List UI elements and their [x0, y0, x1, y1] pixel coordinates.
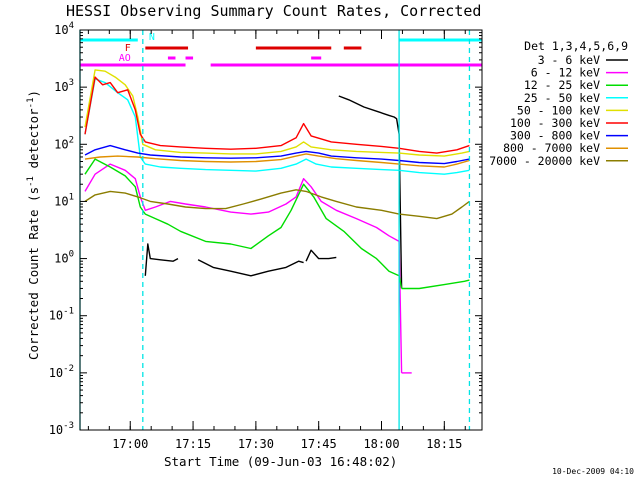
legend-label: 3 - 6 keV — [538, 53, 600, 67]
x-tick-label: 18:15 — [426, 437, 462, 451]
y-tick-label: 103 — [54, 78, 74, 94]
x-axis-label: Start Time (09-Jun-03 16:48:02) — [164, 454, 397, 469]
flag-label: AO — [119, 53, 131, 64]
series-line — [84, 189, 470, 220]
flag-bar — [145, 46, 189, 50]
y-tick-label: 104 — [54, 21, 74, 37]
x-tick-label: 17:30 — [238, 437, 274, 451]
legend-label: 100 - 300 keV — [510, 116, 600, 130]
plot-frame — [79, 29, 483, 431]
chart-title: HESSI Observing Summary Count Rates, Cor… — [66, 2, 481, 20]
series-line — [305, 249, 337, 262]
y-tick-label: 10-2 — [49, 364, 74, 380]
flag-label: F — [125, 43, 131, 54]
y-tick-label: 10-3 — [49, 421, 74, 437]
x-tick-label: 17:00 — [112, 437, 148, 451]
series-line — [84, 163, 403, 373]
flag-bar — [210, 63, 482, 67]
legend-label: 6 - 12 keV — [531, 66, 600, 80]
flag-bar — [399, 38, 482, 42]
series-line — [84, 76, 470, 154]
y-tick-label: 100 — [54, 250, 74, 266]
legend-label: 800 - 7000 keV — [503, 141, 600, 155]
x-tick-label: 18:00 — [363, 437, 399, 451]
legend-label: 50 - 100 keV — [517, 103, 600, 117]
x-tick-label: 17:15 — [175, 437, 211, 451]
series-line — [338, 95, 403, 289]
series-line — [144, 243, 179, 276]
legend-header: Det 1,3,4,5,6,9 — [524, 39, 628, 53]
flag-bar — [80, 38, 138, 42]
flag-bar — [80, 63, 186, 67]
flag-bar — [311, 56, 322, 60]
flag-bar — [255, 46, 332, 50]
legend-label: 25 - 50 keV — [524, 91, 600, 105]
series-line — [197, 259, 304, 277]
series-line — [84, 153, 470, 168]
legend-label: 7000 - 20000 keV — [489, 154, 600, 168]
timestamp-stamp: 10-Dec-2009 04:10 — [552, 467, 634, 476]
y-tick-label: 102 — [54, 135, 74, 151]
flag-bar — [167, 56, 176, 60]
series-line — [84, 158, 403, 289]
series-line — [84, 144, 470, 165]
legend-label: 12 - 25 keV — [524, 78, 600, 92]
x-tick-label: 17:45 — [301, 437, 337, 451]
y-tick-label: 101 — [54, 192, 74, 208]
y-axis-label: Corrected Count Rate (s-1 detector-1) — [26, 90, 41, 360]
flag-bar — [185, 56, 194, 60]
flag-label: N — [149, 32, 155, 43]
y-tick-label: 10-1 — [49, 307, 74, 323]
legend-label: 300 - 800 keV — [510, 129, 600, 143]
flag-bar — [343, 46, 362, 50]
series-line — [401, 279, 470, 290]
